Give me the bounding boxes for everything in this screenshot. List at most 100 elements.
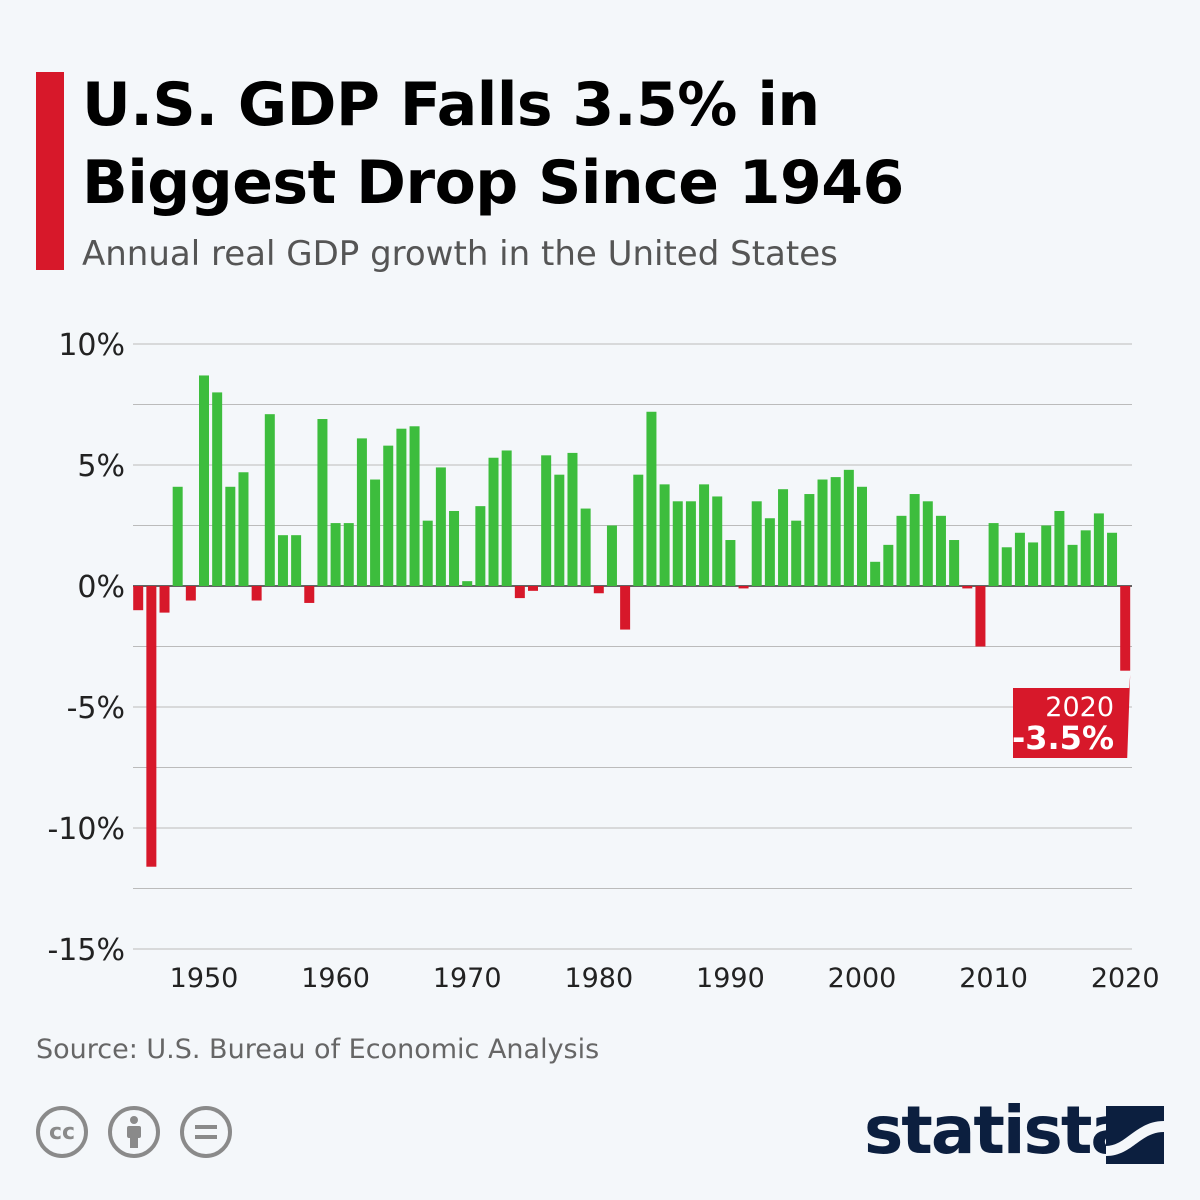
bar-1968 <box>435 467 446 586</box>
bar-2008 <box>962 586 973 589</box>
x-tick-label: 1990 <box>696 963 765 994</box>
y-tick-label: -15% <box>47 933 125 968</box>
bar-1950 <box>199 375 209 586</box>
y-tick-label: 10% <box>58 328 125 363</box>
bar-2001 <box>870 561 881 586</box>
bar-1978 <box>567 452 578 586</box>
y-tick-label: -10% <box>47 812 125 847</box>
bar-2012 <box>1014 532 1025 586</box>
bar-1969 <box>449 510 460 586</box>
annotation-year: 2020 <box>1045 692 1114 723</box>
bar-1959 <box>317 419 328 586</box>
bar-1976 <box>541 455 552 586</box>
bar-1994 <box>778 489 789 586</box>
statista-logo-icon <box>1106 1106 1164 1164</box>
source-note: Source: U.S. Bureau of Economic Analysis <box>36 1034 600 1065</box>
x-tick-label: 1950 <box>170 963 239 994</box>
bar-1990 <box>725 540 736 586</box>
bar-1991 <box>738 586 749 589</box>
bar-1957 <box>291 535 302 586</box>
bar-2010 <box>988 523 999 586</box>
bar-1964 <box>383 445 394 586</box>
x-tick-label: 2000 <box>828 963 897 994</box>
bar-1963 <box>370 479 381 586</box>
attribution-icon[interactable] <box>108 1106 160 1158</box>
bar-1971 <box>475 506 486 586</box>
bar-1999 <box>843 469 854 586</box>
y-tick-label: -5% <box>67 691 125 726</box>
bar-1948 <box>172 486 183 586</box>
bar-1987 <box>685 501 696 586</box>
title-line-2: Biggest Drop Since 1946 <box>82 148 904 218</box>
bar-2004 <box>909 494 920 586</box>
bar-2002 <box>883 544 894 586</box>
bar-1955 <box>264 414 275 586</box>
statista-logo[interactable]: statista <box>864 1092 1135 1169</box>
bar-1988 <box>699 484 710 586</box>
bar-2016 <box>1067 544 1078 586</box>
bar-1977 <box>554 474 565 586</box>
x-tick-label: 1970 <box>433 963 502 994</box>
bar-2009 <box>975 586 986 647</box>
bar-1985 <box>659 484 670 586</box>
bar-1962 <box>356 438 367 586</box>
bar-2005 <box>922 501 933 586</box>
bar-1966 <box>409 426 420 586</box>
bar-1951 <box>212 392 223 586</box>
bar-1984 <box>646 411 657 586</box>
bar-1982 <box>620 586 631 630</box>
annotation-box <box>1013 674 1131 758</box>
bar-1996 <box>804 494 815 586</box>
page-title: U.S. GDP Falls 3.5% in Biggest Drop Sinc… <box>82 66 904 222</box>
bar-1998 <box>830 477 841 586</box>
bar-2000 <box>857 486 867 586</box>
x-tick-label: 1960 <box>301 963 370 994</box>
title-line-1: U.S. GDP Falls 3.5% in <box>82 70 820 140</box>
bar-1961 <box>343 523 354 586</box>
bar-1979 <box>580 508 591 586</box>
no-derivatives-icon[interactable] <box>180 1106 232 1158</box>
bar-1974 <box>514 586 525 599</box>
bar-1983 <box>633 474 644 586</box>
bar-2011 <box>1001 547 1012 586</box>
bar-2015 <box>1054 510 1065 586</box>
bar-1972 <box>488 457 499 586</box>
bar-2020 <box>1120 586 1131 671</box>
bar-1960 <box>330 523 341 586</box>
bar-1946 <box>146 586 157 867</box>
cc-icon[interactable]: cc <box>36 1106 88 1158</box>
bar-2018 <box>1093 513 1104 586</box>
bar-1995 <box>791 520 802 586</box>
bar-2017 <box>1080 530 1091 586</box>
x-tick-label: 2020 <box>1091 963 1160 994</box>
bar-1953 <box>238 472 249 586</box>
bar-2003 <box>896 515 907 586</box>
bar-1989 <box>712 496 723 586</box>
bar-2014 <box>1041 525 1052 586</box>
bar-1992 <box>751 501 762 586</box>
bar-1975 <box>528 586 538 591</box>
bar-1954 <box>251 586 262 601</box>
bar-1952 <box>225 486 236 586</box>
bar-2013 <box>1028 542 1039 586</box>
bar-1958 <box>304 586 315 603</box>
bar-1947 <box>159 586 170 613</box>
bar-2007 <box>949 540 960 586</box>
bar-1970 <box>462 581 473 586</box>
bar-1967 <box>422 520 433 586</box>
x-tick-label: 1980 <box>564 963 633 994</box>
x-tick-label: 2010 <box>959 963 1028 994</box>
y-tick-label: 5% <box>77 449 125 484</box>
y-tick-label: 0% <box>77 570 125 605</box>
bar-1986 <box>672 501 683 586</box>
subtitle: Annual real GDP growth in the United Sta… <box>82 234 838 274</box>
title-accent-bar <box>36 72 64 270</box>
annotation-value: -3.5% <box>1012 719 1114 757</box>
bar-1965 <box>396 428 407 586</box>
bar-1973 <box>501 450 512 586</box>
bar-1980 <box>593 586 604 594</box>
bar-2006 <box>935 515 946 586</box>
bar-1949 <box>185 586 196 601</box>
bar-1945 <box>133 586 144 611</box>
